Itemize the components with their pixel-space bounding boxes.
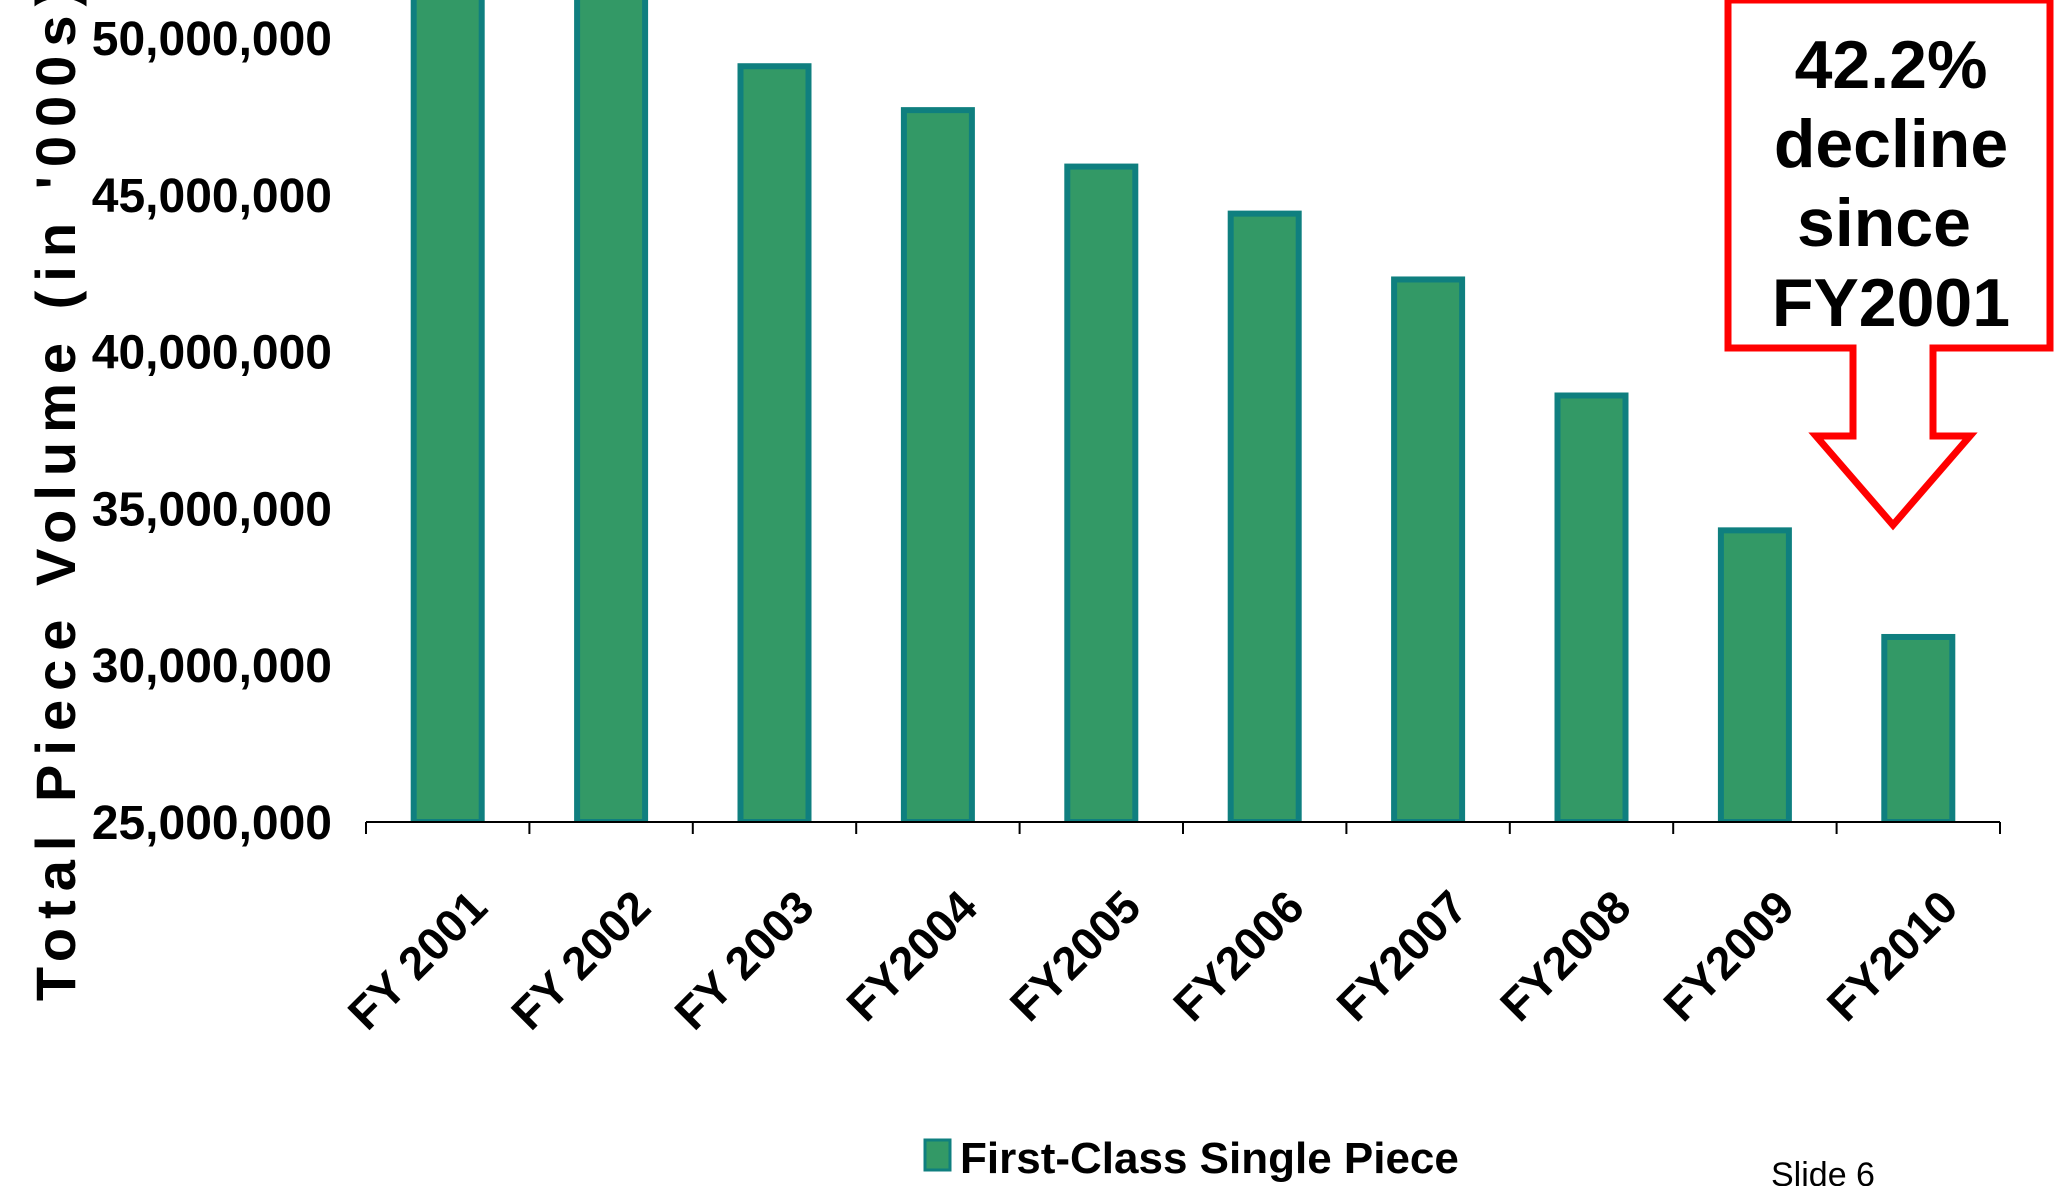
legend: First-Class Single Piece	[923, 1134, 1459, 1183]
callout-line-3: since	[1797, 185, 1971, 261]
legend-swatch	[923, 1138, 952, 1172]
y-tick-label: 45,000,000	[92, 170, 332, 223]
y-tick-label: 35,000,000	[92, 483, 332, 536]
x-axis	[365, 821, 2001, 834]
y-axis-ticks: 25,000,000 30,000,000 35,000,000 40,000,000…	[92, 13, 332, 850]
y-tick-label: 25,000,000	[92, 797, 332, 850]
callout-line-4: FY2001	[1772, 265, 2010, 341]
x-tick-label: FY2005	[1000, 880, 1151, 1031]
annotation-callout: 42.2% decline since FY2001	[1724, 0, 2054, 531]
bar	[1064, 163, 1139, 822]
y-axis-label: Total Piece Volume (in '000s)	[24, 0, 87, 1001]
bar	[1391, 276, 1466, 822]
legend-entry: First-Class Single Piece	[960, 1134, 1459, 1183]
slide-number: Slide 6	[1771, 1156, 1875, 1186]
x-tick-label: FY2007	[1326, 880, 1477, 1031]
y-tick-label: 50,000,000	[92, 13, 332, 66]
callout-line-1: 42.2%	[1795, 27, 1988, 103]
x-tick-label: FY 2001	[338, 880, 497, 1039]
callout-line-2: decline	[1774, 106, 2008, 182]
bar	[900, 107, 975, 822]
x-tick-label: FY2008	[1490, 880, 1641, 1031]
x-tick-label: FY 2002	[501, 880, 660, 1039]
bar	[1554, 392, 1629, 822]
bar	[410, 0, 485, 822]
y-tick-label: 40,000,000	[92, 327, 332, 380]
bar	[1881, 633, 1956, 822]
bar	[1227, 210, 1302, 822]
x-tick-label: FY2006	[1163, 880, 1314, 1031]
bar	[1717, 527, 1792, 822]
bar	[574, 0, 649, 822]
y-tick-label: 30,000,000	[92, 640, 332, 693]
x-axis-tick-labels: FY 2001 FY 2002 FY 2003 FY2004 FY2005 FY2006 F…	[338, 880, 1968, 1039]
bars	[410, 0, 1956, 822]
bar	[737, 63, 812, 822]
callout-arrow-shape	[1724, 0, 2054, 531]
x-tick-label: FY2009	[1653, 880, 1804, 1031]
x-tick-label: FY2004	[836, 880, 987, 1031]
x-tick-label: FY 2003	[664, 880, 823, 1039]
x-tick-label: FY2010	[1817, 880, 1968, 1031]
